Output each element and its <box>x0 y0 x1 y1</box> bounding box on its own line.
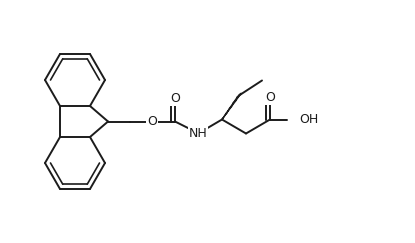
Text: O: O <box>265 91 275 104</box>
Text: O: O <box>170 92 180 105</box>
Text: NH: NH <box>189 127 208 140</box>
Text: O: O <box>147 115 157 128</box>
Polygon shape <box>222 94 241 120</box>
Text: OH: OH <box>299 113 318 126</box>
